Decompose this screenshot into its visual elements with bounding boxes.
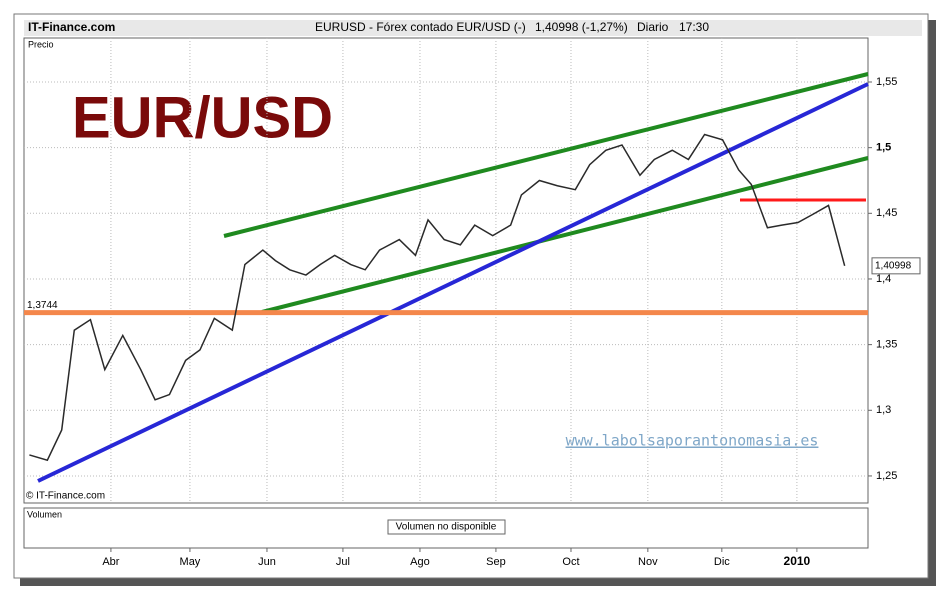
copyright: © IT-Finance.com xyxy=(26,491,105,502)
x-tick-label: Oct xyxy=(562,556,579,568)
x-tick-label: May xyxy=(180,556,201,568)
last-price-box xyxy=(871,257,921,275)
x-tick-label: Sep xyxy=(486,556,506,568)
upper-channel xyxy=(223,72,869,238)
trend-line xyxy=(37,82,869,483)
x-tick-label: Dic xyxy=(714,556,730,568)
x-tick-label: Jun xyxy=(258,556,276,568)
y-tick-label: 1,25 xyxy=(876,470,897,482)
x-tick-label: Nov xyxy=(638,556,658,568)
price-line xyxy=(29,133,846,462)
volume-label: Volumen xyxy=(27,509,62,519)
last-price: 1,40998 xyxy=(875,260,912,271)
support-label: 1,3744 xyxy=(27,300,58,311)
time: 17:30 xyxy=(679,20,709,34)
y-tick-label: 1,55 xyxy=(876,76,897,88)
period: Diario xyxy=(637,20,669,34)
price-panel xyxy=(23,37,869,504)
y-tick-label: 1,4 xyxy=(876,273,891,285)
chart-title: EUR/USD xyxy=(72,85,333,150)
lower-channel xyxy=(261,156,869,314)
volume-box xyxy=(387,519,506,535)
header-bar xyxy=(24,20,922,36)
x-tick-label: Abr xyxy=(102,556,119,568)
volume-note: Volumen no disponible xyxy=(396,522,497,533)
watermark: www.labolsaporantonomasia.es xyxy=(566,432,819,450)
panel-label: Precio xyxy=(28,39,54,49)
quote: 1,40998 (-1,27%) xyxy=(535,20,628,34)
x-tick-label: Jul xyxy=(336,556,350,568)
plot xyxy=(24,38,868,503)
y-tick-label: 1,3 xyxy=(876,404,891,416)
instrument: EURUSD - Fórex contado EUR/USD (-) xyxy=(315,20,526,34)
x-tick-label: Ago xyxy=(410,556,430,568)
y-tick-label: 1,5 xyxy=(876,142,891,154)
site: IT-Finance.com xyxy=(28,20,115,34)
y-tick-label: 1,35 xyxy=(876,339,897,351)
y-tick-label: 1,45 xyxy=(876,207,897,219)
x-tick-label: 2010 xyxy=(784,554,811,568)
